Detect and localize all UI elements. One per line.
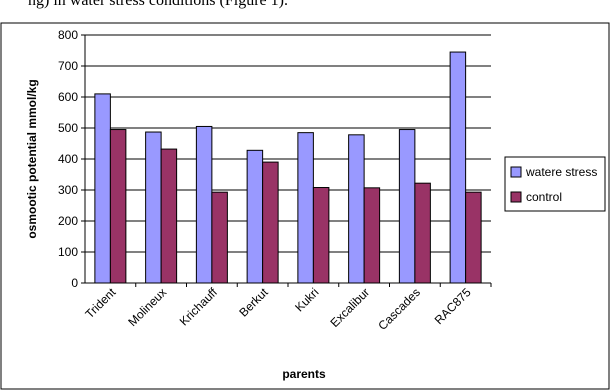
bar-water-stress bbox=[145, 131, 162, 284]
bar-control bbox=[211, 191, 228, 284]
bar-water-stress bbox=[398, 129, 416, 284]
y-tick-label: 800 bbox=[58, 28, 78, 42]
axes bbox=[84, 35, 491, 284]
caption-fragment: ng) in water stress conditions (Figure 1… bbox=[0, 0, 611, 22]
bar-water-stress bbox=[449, 51, 467, 284]
y-tick-label: 100 bbox=[58, 245, 78, 259]
y-tick-label: 600 bbox=[58, 90, 78, 104]
legend-box bbox=[504, 156, 606, 212]
y-tick-labels: 0 100 200 300 400 500 600 700 800 bbox=[58, 28, 78, 290]
legend-label: control bbox=[526, 190, 562, 204]
y-tick-label: 700 bbox=[58, 59, 78, 73]
bar-water-stress bbox=[195, 125, 213, 284]
bar-control bbox=[262, 161, 279, 284]
bar-control bbox=[312, 187, 330, 284]
y-axis-label: osmootic potential mmol/kg bbox=[25, 79, 39, 238]
bar-control bbox=[109, 129, 127, 284]
bar-control bbox=[363, 187, 381, 284]
bar-control bbox=[414, 182, 431, 284]
y-tick-label: 400 bbox=[58, 152, 78, 166]
y-tick-label: 300 bbox=[58, 183, 78, 197]
x-axis-label: parents bbox=[282, 367, 326, 381]
bar-water-stress bbox=[246, 149, 264, 284]
legend: watere stress control bbox=[504, 156, 606, 212]
y-tick-label: 500 bbox=[58, 121, 78, 135]
bar-control bbox=[465, 191, 482, 284]
bar-control bbox=[160, 148, 178, 284]
legend-swatch bbox=[510, 191, 522, 203]
y-tick-label: 200 bbox=[58, 214, 78, 228]
caption-fragment-text: ng) in water stress conditions (Figure 1… bbox=[28, 0, 288, 9]
bar-water-stress bbox=[94, 93, 111, 284]
legend-swatch bbox=[510, 166, 522, 178]
bar-water-stress bbox=[297, 132, 314, 284]
legend-label: watere stress bbox=[525, 165, 597, 179]
bar-water-stress bbox=[348, 134, 365, 284]
y-tick-label: 0 bbox=[71, 276, 78, 290]
